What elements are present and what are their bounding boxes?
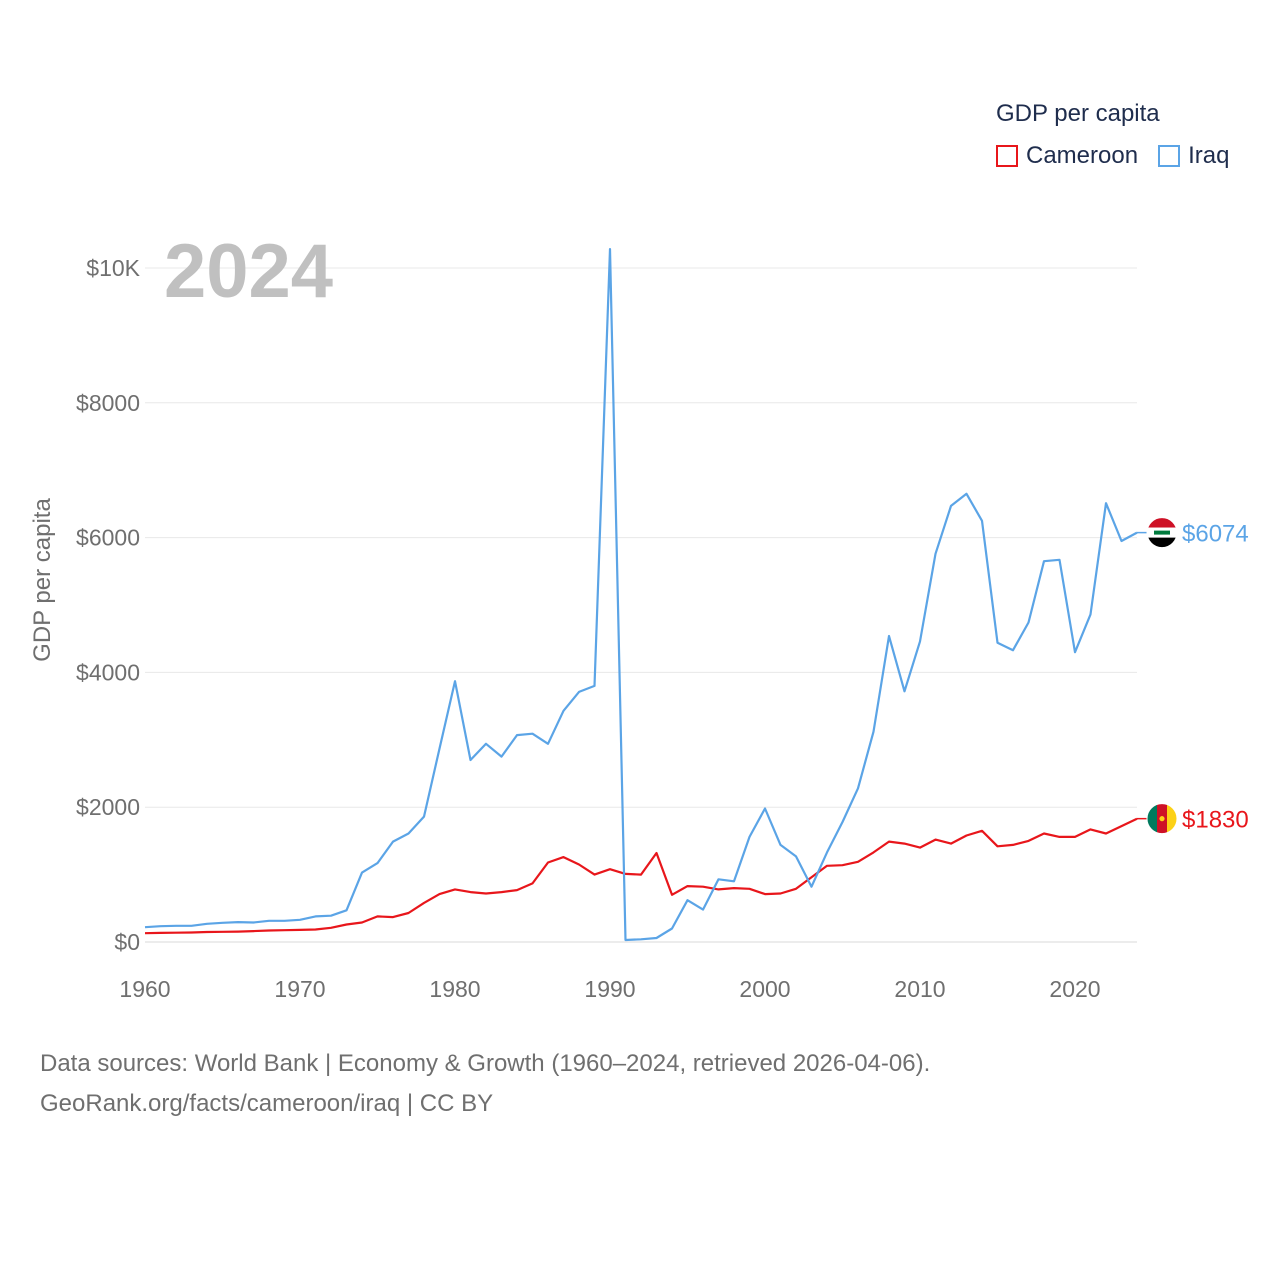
x-tick-label: 2010	[894, 976, 945, 1002]
series-line-cameroon	[144, 817, 1138, 935]
x-tick-label: 1980	[429, 976, 480, 1002]
y-axis-ticks: $0 $2000 $4000 $6000 $8000 $10K	[76, 255, 141, 955]
x-axis-ticks: 1960 1970 1980 1990 2000 2010 2020	[119, 976, 1100, 1002]
y-tick-label: $2000	[76, 794, 140, 820]
flag-iraq-icon	[1146, 517, 1178, 549]
flag-cameroon-icon	[1146, 803, 1178, 835]
legend: Cameroon Iraq	[996, 142, 1249, 170]
legend-swatch-cameroon	[996, 145, 1018, 167]
y-tick-label: $0	[114, 929, 140, 955]
y-tick-label: $4000	[76, 659, 140, 685]
footer: Data sources: World Bank | Economy & Gro…	[40, 1044, 930, 1124]
x-tick-label: 1970	[274, 976, 325, 1002]
legend-swatch-iraq	[1158, 145, 1181, 167]
y-axis-label: GDP per capita	[29, 498, 56, 662]
end-label-cameroon: $1830	[1182, 807, 1249, 834]
legend-label-cameroon: Cameroon	[1026, 142, 1139, 169]
footer-credit: GeoRank.org/facts/cameroon/iraq | CC BY	[40, 1090, 494, 1117]
legend-label-iraq: Iraq	[1188, 142, 1230, 169]
footer-sources: Data sources: World Bank | Economy & Gro…	[40, 1050, 931, 1077]
series-lines	[144, 248, 1138, 942]
x-tick-label: 2020	[1049, 976, 1100, 1002]
end-label-iraq: $6074	[1182, 521, 1249, 548]
x-tick-label: 1990	[584, 976, 635, 1002]
series-line-iraq	[144, 248, 1138, 942]
year-stamp: 2024	[164, 229, 334, 314]
x-tick-label: 2000	[739, 976, 790, 1002]
x-tick-label: 1960	[119, 976, 170, 1002]
gridlines	[145, 267, 1137, 943]
y-tick-label: $10K	[86, 255, 140, 281]
legend-item-cameroon[interactable]: Cameroon	[996, 142, 1138, 170]
legend-title: GDP per capita	[996, 100, 1160, 127]
end-markers: $1830 $6074	[1137, 517, 1249, 835]
y-tick-label: $6000	[76, 525, 140, 551]
legend-item-iraq[interactable]: Iraq	[1158, 142, 1229, 170]
y-tick-label: $8000	[76, 390, 140, 416]
